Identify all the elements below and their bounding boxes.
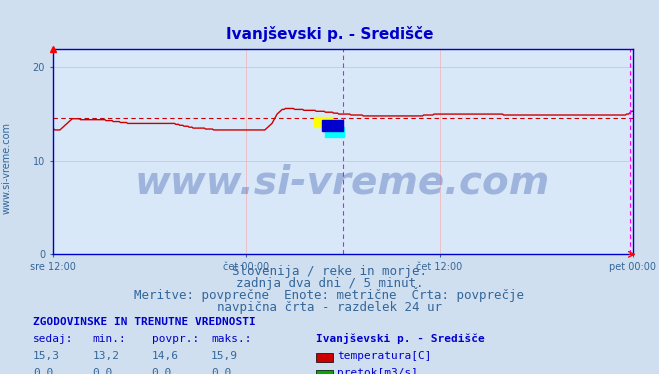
- Text: 0,0: 0,0: [33, 368, 53, 374]
- Text: 0,0: 0,0: [152, 368, 172, 374]
- Text: navpična črta - razdelek 24 ur: navpična črta - razdelek 24 ur: [217, 301, 442, 314]
- Text: zadnja dva dni / 5 minut.: zadnja dva dni / 5 minut.: [236, 277, 423, 290]
- Text: sedaj:: sedaj:: [33, 334, 73, 344]
- Text: temperatura[C]: temperatura[C]: [337, 351, 432, 361]
- Text: Ivanjševski p. - Središče: Ivanjševski p. - Središče: [316, 333, 485, 344]
- Text: povpr.:: povpr.:: [152, 334, 199, 344]
- Text: maks.:: maks.:: [211, 334, 251, 344]
- Text: Ivanjševski p. - Središče: Ivanjševski p. - Središče: [226, 26, 433, 42]
- Text: 15,9: 15,9: [211, 351, 238, 361]
- Bar: [326, 127, 344, 137]
- Bar: [314, 117, 332, 127]
- Text: ZGODOVINSKE IN TRENUTNE VREDNOSTI: ZGODOVINSKE IN TRENUTNE VREDNOSTI: [33, 318, 256, 327]
- Text: 15,3: 15,3: [33, 351, 60, 361]
- Text: Slovenija / reke in morje.: Slovenija / reke in morje.: [232, 265, 427, 278]
- Text: 13,2: 13,2: [92, 351, 119, 361]
- Bar: [322, 120, 343, 131]
- Text: min.:: min.:: [92, 334, 126, 344]
- Text: www.si-vreme.com: www.si-vreme.com: [135, 163, 550, 201]
- Text: 0,0: 0,0: [92, 368, 113, 374]
- Text: 0,0: 0,0: [211, 368, 231, 374]
- Text: Meritve: povprečne  Enote: metrične  Črta: povprečje: Meritve: povprečne Enote: metrične Črta:…: [134, 287, 525, 302]
- Text: www.si-vreme.com: www.si-vreme.com: [1, 122, 12, 214]
- Text: 14,6: 14,6: [152, 351, 179, 361]
- Text: pretok[m3/s]: pretok[m3/s]: [337, 368, 418, 374]
